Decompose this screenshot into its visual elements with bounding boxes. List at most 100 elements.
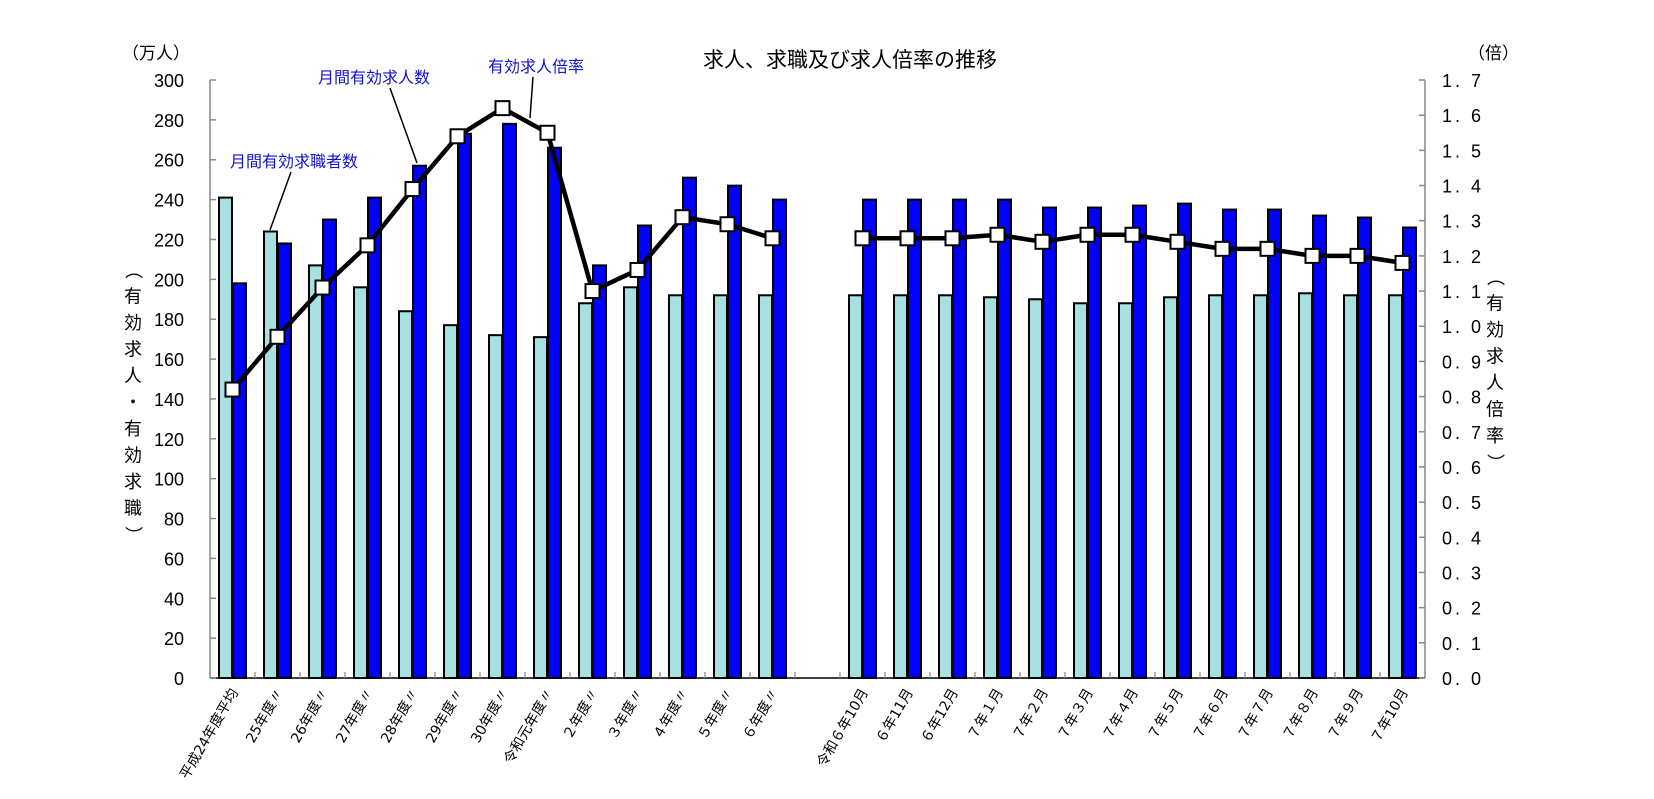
ratio-marker <box>629 261 646 278</box>
axes-group: 0 20 40 60 80 100 120 140 160 180 200 220 240 260 280 3… <box>154 71 1484 689</box>
bar-job-openings <box>1267 208 1282 679</box>
svg-text:求: 求 <box>124 340 142 361</box>
bar-job-openings <box>997 198 1012 679</box>
ratio-marker <box>584 283 601 300</box>
bar-job-seekers <box>308 264 323 679</box>
bar-job-openings <box>547 146 562 680</box>
bar-job-openings <box>1312 214 1327 679</box>
bar-job-openings <box>1222 208 1237 679</box>
ratio-marker <box>1079 226 1096 243</box>
bar-job-seekers <box>1028 298 1043 679</box>
bar-job-openings <box>367 196 382 680</box>
svg-text:有: 有 <box>1486 294 1504 315</box>
left-axis-title: （有効求人・有効求職） <box>122 261 143 544</box>
bar-job-seekers <box>1073 302 1088 679</box>
left-tick-label: 220 <box>154 230 184 250</box>
left-tick-label: 100 <box>154 470 184 490</box>
bar-job-openings <box>412 164 427 680</box>
bar-job-openings <box>277 242 292 679</box>
right-axis-unit: （倍） <box>1468 44 1519 64</box>
ratio-marker <box>719 216 736 233</box>
axis-titles-group: （有効求人・有効求職）（有効求人倍率） <box>122 261 1505 544</box>
bar-job-openings <box>1357 216 1372 679</box>
right-tick-label: 0. 7 <box>1442 423 1484 443</box>
category-label: ７年７月 <box>1235 686 1277 742</box>
left-tick-label: 200 <box>154 270 184 290</box>
bar-job-openings <box>637 224 652 679</box>
ratio-marker <box>404 181 421 198</box>
svg-text:（: （ <box>122 261 143 279</box>
bar-job-openings <box>1402 226 1417 680</box>
bar-job-seekers <box>1343 294 1358 679</box>
bar-job-seekers <box>578 302 593 679</box>
category-label: ７年10月 <box>1368 686 1412 746</box>
category-label: ４年度〃 <box>650 686 692 742</box>
ratio-line-group <box>224 100 1411 398</box>
category-label: ２年度〃 <box>560 686 602 742</box>
right-tick-label: 0. 3 <box>1442 563 1484 583</box>
left-tick-label: 160 <box>154 350 184 370</box>
category-label: ７年６月 <box>1190 686 1232 742</box>
bar-job-seekers <box>758 294 773 679</box>
left-tick-label: 280 <box>154 111 184 131</box>
right-tick-label: 0. 5 <box>1442 493 1484 513</box>
right-tick-label: 0. 0 <box>1442 669 1484 689</box>
svg-text:求: 求 <box>124 472 142 493</box>
ratio-marker <box>1169 233 1186 250</box>
svg-text:倍: 倍 <box>1486 400 1504 421</box>
svg-text:求: 求 <box>1486 347 1504 368</box>
right-tick-label: 0. 6 <box>1442 458 1484 478</box>
bar-job-openings <box>1042 206 1057 679</box>
bar-job-openings <box>727 184 742 679</box>
bar-job-openings <box>232 282 247 679</box>
category-label: ７年５月 <box>1145 686 1187 742</box>
svg-text:職: 職 <box>124 499 142 520</box>
bar-job-seekers <box>668 294 683 679</box>
bar-job-seekers <box>983 296 998 679</box>
svg-text:効: 効 <box>124 446 142 467</box>
ratio-marker <box>1259 240 1276 257</box>
svg-text:人: 人 <box>124 366 142 387</box>
category-label: 25年度〃 <box>243 686 287 746</box>
ratio-marker <box>1214 240 1231 257</box>
category-labels-group: 平成24年度平均 25年度〃 26年度〃 27年度〃 28年度〃 29年度〃 30年度〃 令和… <box>177 686 1412 782</box>
bar-job-seekers <box>353 286 368 679</box>
right-tick-label: 0. 4 <box>1442 528 1484 548</box>
ratio-marker <box>314 279 331 296</box>
left-tick-label: 20 <box>164 629 184 649</box>
category-label: 平成24年度平均 <box>177 686 242 782</box>
bar-job-seekers <box>1253 294 1268 679</box>
bar-job-openings <box>1177 202 1192 679</box>
left-tick-label: 0 <box>174 669 184 689</box>
category-label: ７年９月 <box>1325 686 1367 742</box>
bar-job-openings <box>592 264 607 679</box>
bar-job-openings <box>772 198 787 679</box>
bar-job-seekers <box>533 336 548 679</box>
bar-job-openings <box>682 176 697 679</box>
ratio-marker <box>1304 247 1321 264</box>
bar-job-openings <box>862 198 877 679</box>
bar-job-seekers <box>848 294 863 679</box>
bar-job-seekers <box>488 334 503 679</box>
category-label: 29年度〃 <box>423 686 467 746</box>
bar-job-openings <box>952 198 967 679</box>
left-tick-label: 60 <box>164 549 184 569</box>
ratio-marker <box>989 226 1006 243</box>
left-tick-label: 140 <box>154 390 184 410</box>
svg-text:有: 有 <box>124 287 142 308</box>
category-label: 28年度〃 <box>378 686 422 746</box>
svg-text:有: 有 <box>124 419 142 440</box>
svg-text:率: 率 <box>1486 426 1504 447</box>
annotation-job-openings: 月間有効求人数 <box>318 68 430 87</box>
category-label: 26年度〃 <box>288 686 332 746</box>
bar-job-seekers <box>1118 302 1133 679</box>
category-label: ７年１月 <box>965 686 1007 742</box>
bar-job-seekers <box>938 294 953 679</box>
bar-job-seekers <box>443 324 458 679</box>
annotations-group: 月間有効求職者数 月間有効求人数 有効求人倍率 <box>230 57 584 231</box>
ratio-marker <box>224 381 241 398</box>
chart-title: 求人、求職及び求人倍率の推移 <box>703 48 997 72</box>
category-label: ６年12月 <box>918 686 962 746</box>
bar-job-seekers <box>218 196 233 680</box>
